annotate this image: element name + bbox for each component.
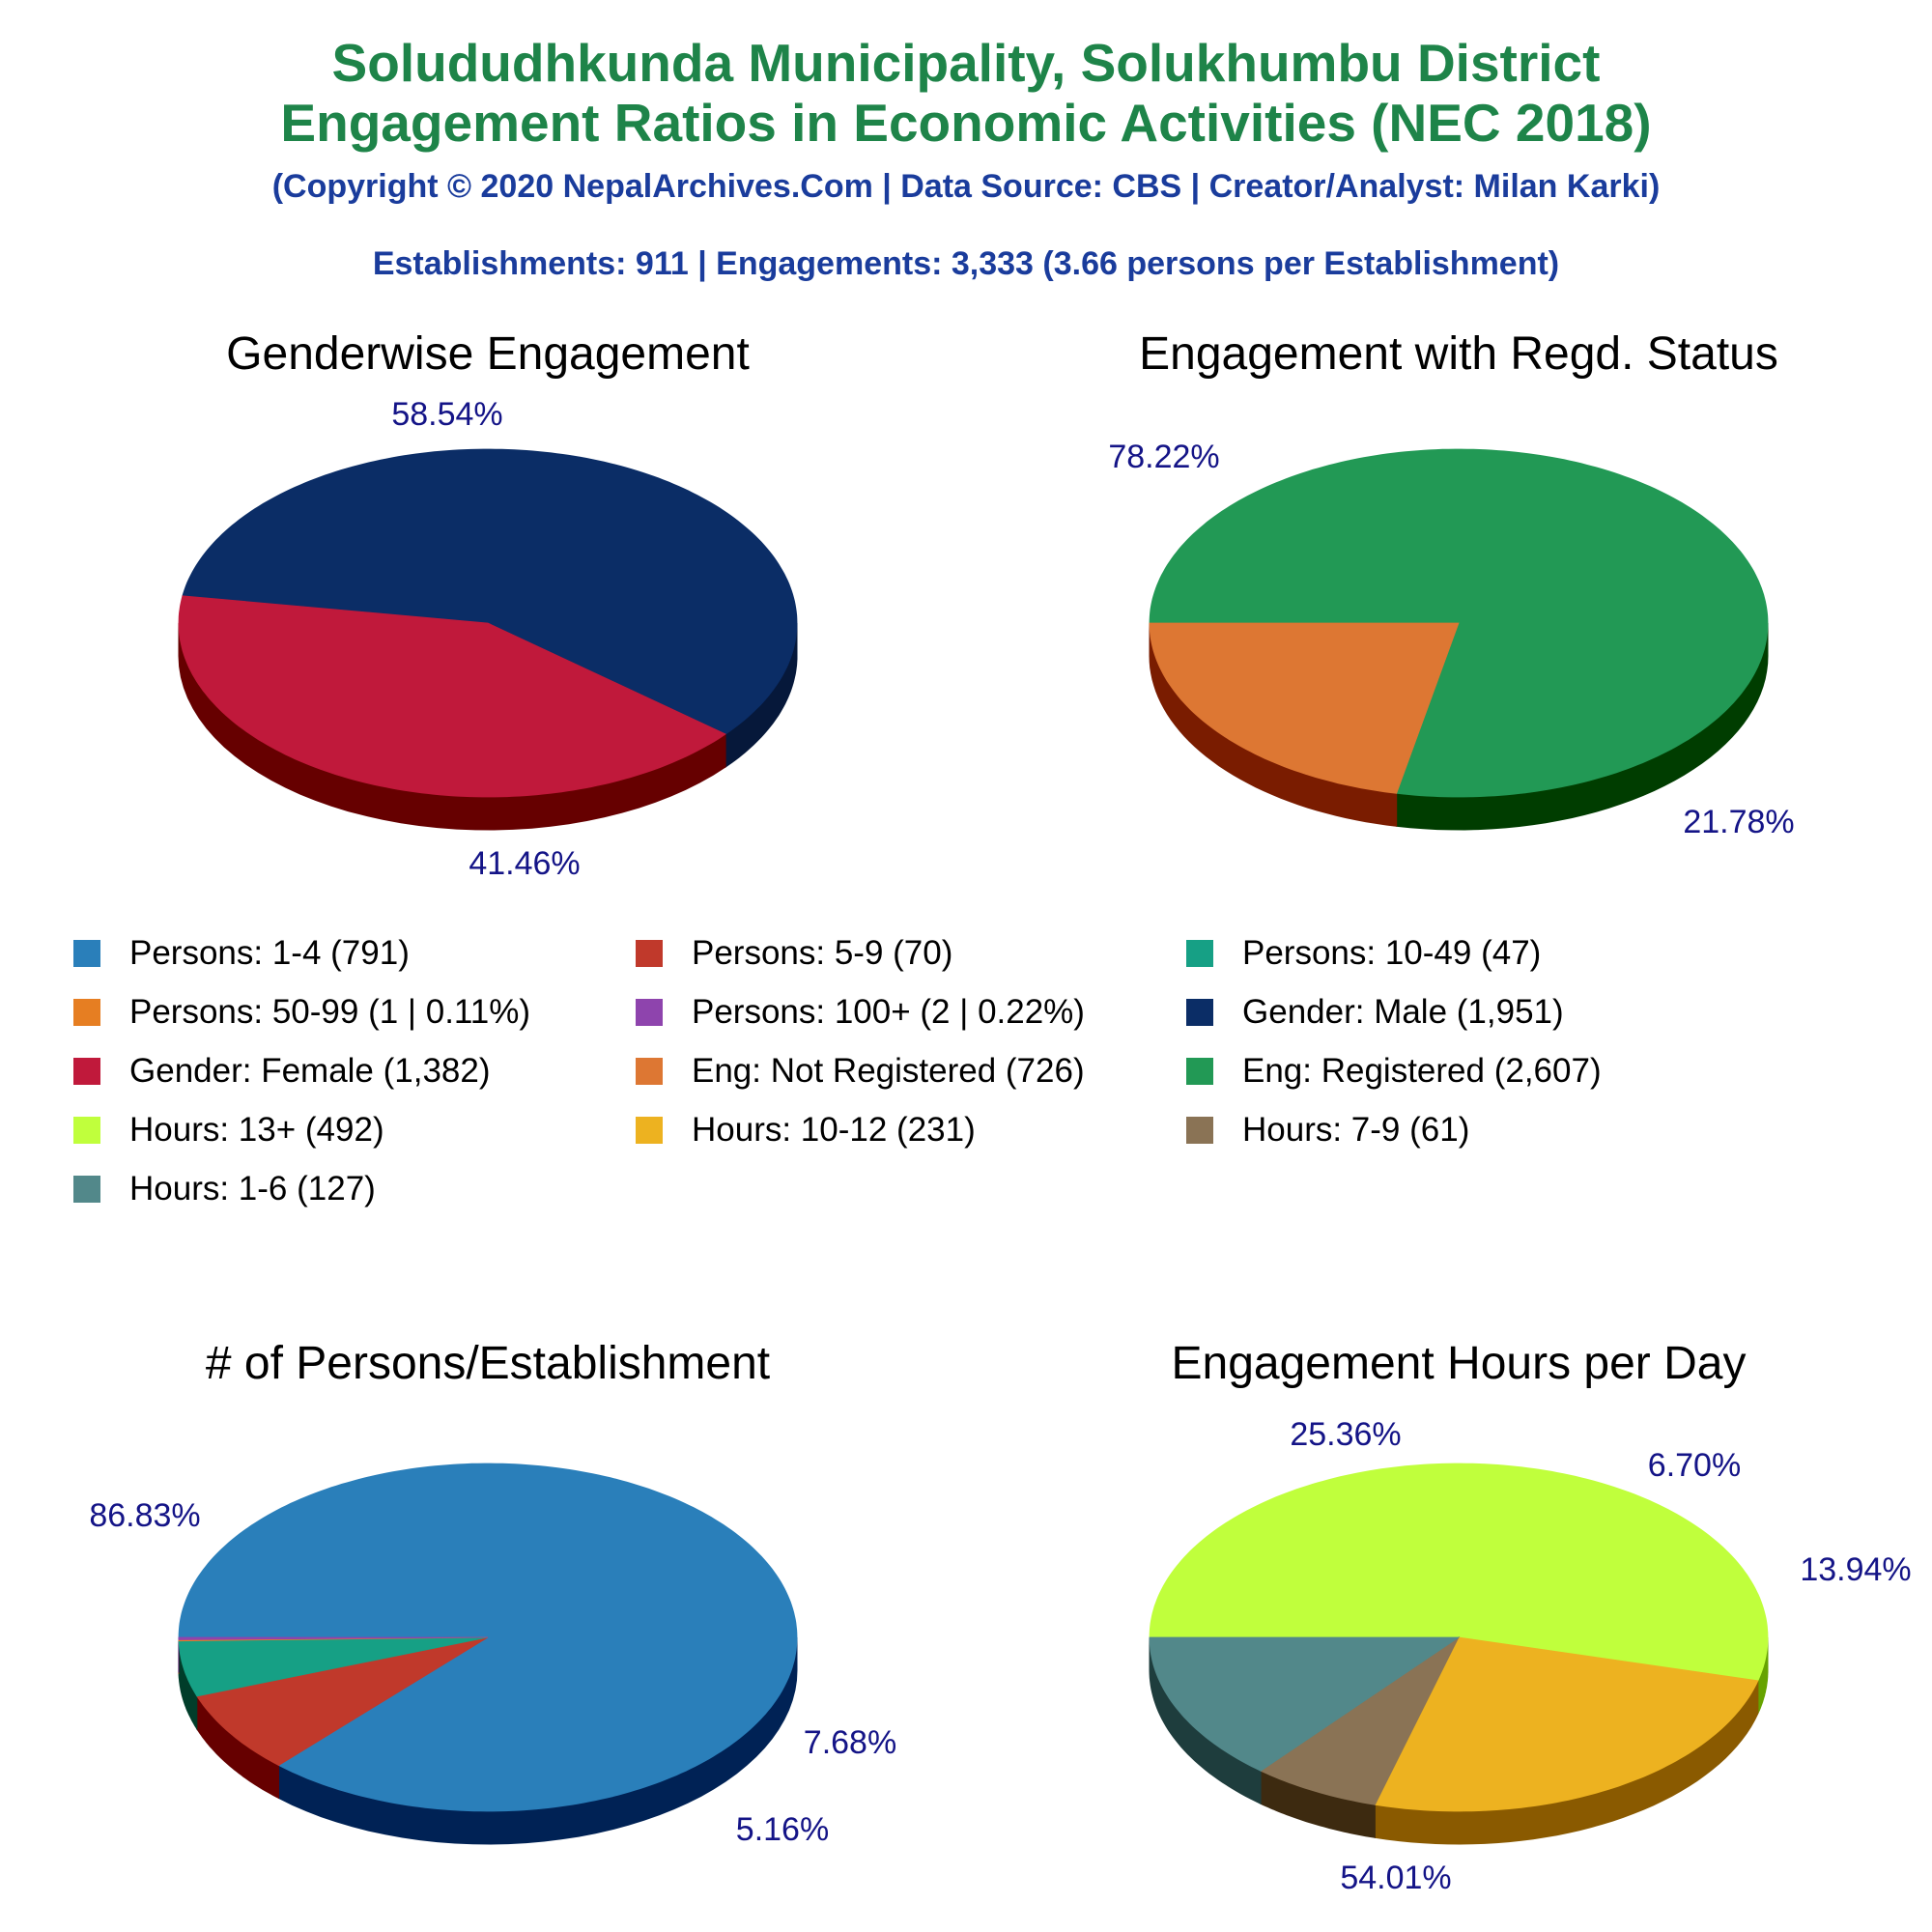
pie-chart-4: Engagement Hours per Day 54.01% 25.36% 6.70… — [1149, 1338, 1912, 1896]
legend-label: Persons: 100+ (2 | 0.22%) — [692, 993, 1085, 1031]
pie-slice — [1149, 622, 1460, 794]
legend-item: Persons: 10-49 (47) — [1186, 929, 1541, 978]
pie-slice — [182, 448, 798, 735]
pie-slice-label: 6.70% — [1648, 1447, 1741, 1484]
legend-item: Hours: 13+ (492) — [73, 1106, 384, 1154]
legend-label: Persons: 5-9 (70) — [692, 934, 953, 972]
pie-slice-label: 58.54% — [391, 396, 502, 433]
legend-item: Hours: 1-6 (127) — [73, 1165, 376, 1213]
pie-slice — [178, 1636, 489, 1697]
pie-chart-title: Engagement Hours per Day — [1172, 1338, 1747, 1389]
legend-item: Persons: 50-99 (1 | 0.11%) — [73, 988, 530, 1037]
legend-swatch — [73, 1117, 100, 1144]
pie-slice-label: 86.83% — [89, 1497, 200, 1534]
pie-slice — [178, 1636, 489, 1640]
pie-slice — [1374, 1636, 1759, 1812]
legend-label: Persons: 50-99 (1 | 0.11%) — [129, 993, 531, 1031]
legend-label: Persons: 10-49 (47) — [1242, 934, 1542, 972]
pie-slice-label: 5.16% — [736, 1811, 829, 1848]
pie-slice-label: 54.01% — [1340, 1860, 1451, 1896]
legend-swatch — [636, 940, 663, 967]
legend-swatch — [1186, 1117, 1213, 1144]
legend-label: Gender: Female (1,382) — [129, 1052, 491, 1090]
legend-swatch — [636, 1117, 663, 1144]
legend-swatch — [73, 1176, 100, 1203]
legend-item: Persons: 5-9 (70) — [636, 929, 952, 978]
legend-label: Hours: 13+ (492) — [129, 1111, 384, 1149]
legend-item: Persons: 100+ (2 | 0.22%) — [636, 988, 1085, 1037]
legend-swatch — [1186, 1058, 1213, 1085]
pie-chart-3: # of Persons/Establishment 86.83% 7.68% 5.1… — [89, 1338, 896, 1848]
legend-swatch — [1186, 940, 1213, 967]
pie-chart-title: Engagement with Regd. Status — [1139, 328, 1778, 380]
legend-swatch — [636, 1058, 663, 1085]
legend-label: Hours: 10-12 (231) — [692, 1111, 976, 1149]
legend-label: Persons: 1-4 (791) — [129, 934, 410, 972]
pie-slice-label: 13.94% — [1800, 1551, 1911, 1588]
pie-chart-2: Engagement with Regd. Status 78.22% 21.78% — [1108, 328, 1794, 840]
legend-item: Hours: 10-12 (231) — [636, 1106, 976, 1154]
legend-label: Hours: 1-6 (127) — [129, 1170, 376, 1208]
pie-chart-1: Genderwise Engagement 58.54% 41.46% — [178, 328, 798, 882]
pie-slice — [1260, 1635, 1461, 1805]
legend-label: Gender: Male (1,951) — [1242, 993, 1564, 1031]
pie-slice-label: 25.36% — [1290, 1416, 1401, 1453]
pie-slice — [178, 595, 726, 798]
legend-item: Eng: Not Registered (726) — [636, 1047, 1085, 1095]
legend-swatch — [73, 999, 100, 1026]
pie-slice — [196, 1636, 489, 1766]
copyright-line: (Copyright © 2020 NepalArchives.Com | Da… — [271, 168, 1661, 205]
pie-slice-label: 78.22% — [1108, 439, 1219, 475]
legend-label: Eng: Not Registered (726) — [692, 1052, 1085, 1090]
summary-line: Establishments: 911 | Engagements: 3,333… — [372, 245, 1560, 282]
pie-slice-label: 21.78% — [1683, 804, 1794, 840]
pie-slice-label: 7.68% — [804, 1724, 896, 1761]
legend-item: Gender: Female (1,382) — [73, 1047, 491, 1095]
legend-label: Hours: 7-9 (61) — [1242, 1111, 1470, 1149]
chart-title-line1: Solududhkunda Municipality, Solukhumbu D… — [331, 33, 1601, 93]
pie-slice-label: 41.46% — [469, 845, 580, 882]
legend-swatch — [73, 1058, 100, 1085]
pie-slice — [1149, 1636, 1461, 1772]
chart-title-line2: Engagement Ratios in Economic Activities… — [280, 93, 1652, 153]
pie-slice — [1149, 1463, 1769, 1682]
legend-item: Gender: Male (1,951) — [1186, 988, 1564, 1037]
legend-item: Eng: Registered (2,607) — [1186, 1047, 1602, 1095]
pie-chart-title: Genderwise Engagement — [226, 328, 750, 380]
legend-label: Eng: Registered (2,607) — [1242, 1052, 1602, 1090]
legend-item: Hours: 7-9 (61) — [1186, 1106, 1469, 1154]
pie-chart-title: # of Persons/Establishment — [206, 1338, 770, 1389]
legend-swatch — [73, 940, 100, 967]
legend-swatch — [636, 999, 663, 1026]
legend-item: Persons: 1-4 (791) — [73, 929, 410, 978]
legend-swatch — [1186, 999, 1213, 1026]
